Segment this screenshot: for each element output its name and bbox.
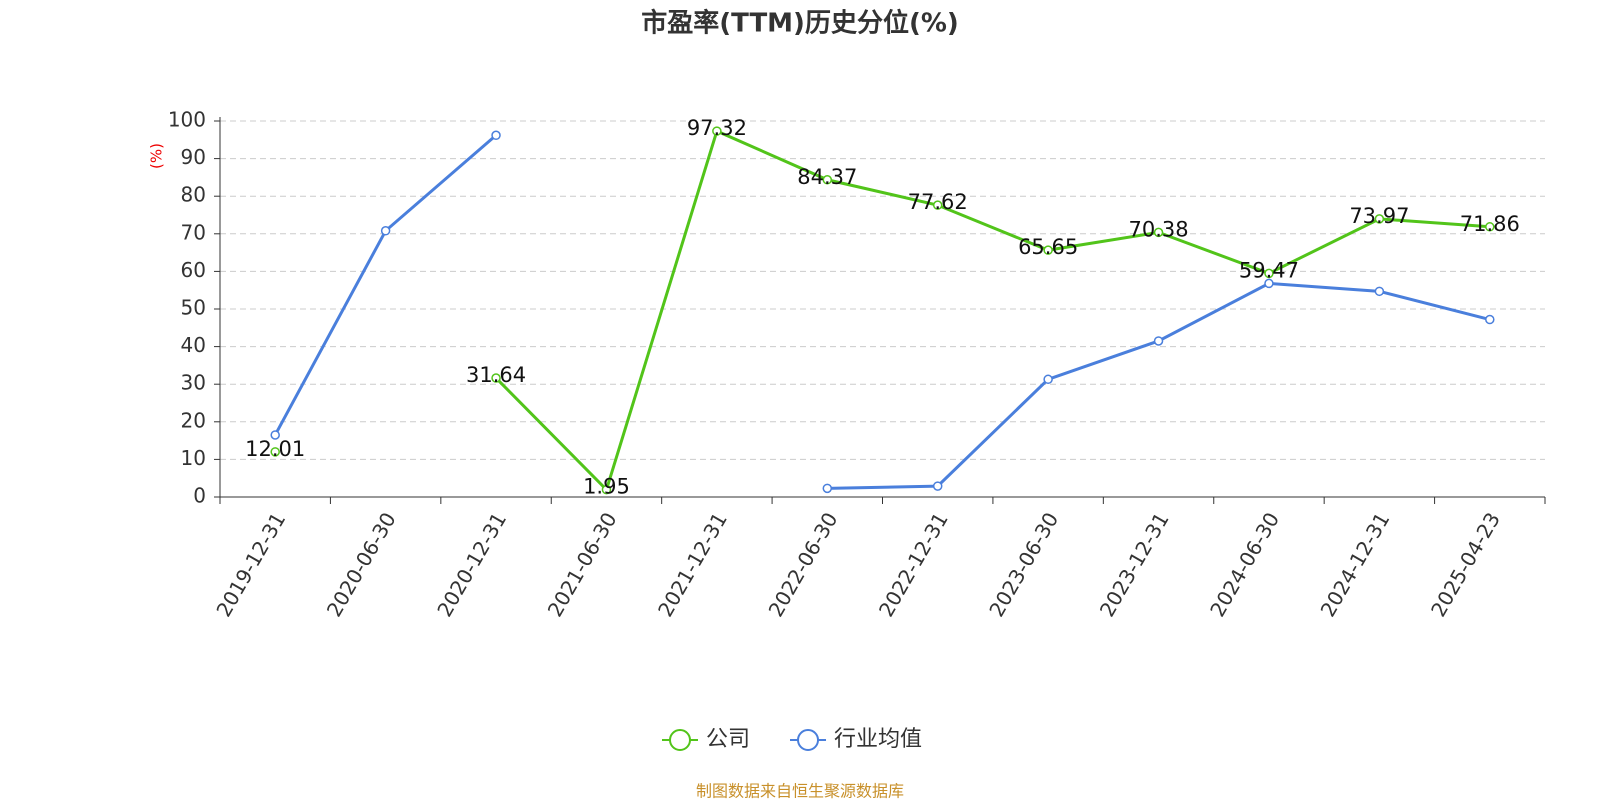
x-tick-label: 2023-12-31 — [1095, 508, 1174, 621]
x-tick-label: 2019-12-31 — [211, 508, 290, 621]
chart-title: 市盈率(TTM)历史分位(%) — [641, 8, 959, 39]
data-point — [822, 175, 833, 185]
legend-label: 行业均值 — [834, 727, 922, 752]
y-tick-label: 60 — [181, 258, 206, 282]
y-tick-label: 20 — [181, 408, 206, 432]
x-tick-label: 2025-04-23 — [1426, 508, 1505, 621]
y-tick-label: 0 — [193, 484, 206, 508]
data-label: 73.97 — [1349, 204, 1409, 228]
y-tick-label: 100 — [168, 108, 206, 132]
data-point — [270, 447, 280, 457]
data-point — [932, 200, 943, 210]
x-tick-label: 2024-12-31 — [1316, 508, 1395, 621]
y-tick-label: 90 — [181, 145, 206, 169]
data-label: 71.86 — [1460, 212, 1520, 236]
data-point — [1043, 374, 1053, 385]
data-point — [1153, 336, 1164, 346]
data-point — [1374, 286, 1385, 297]
y-tick-label: 50 — [181, 296, 206, 320]
x-tick-label: 2020-12-31 — [432, 508, 511, 621]
data-label: 12.01 — [245, 437, 305, 461]
legend-marker — [669, 729, 691, 751]
data-label: 65.65 — [1018, 235, 1078, 259]
data-label: 1.95 — [583, 475, 630, 499]
y-tick-label: 80 — [181, 183, 206, 207]
data-label: 70.38 — [1128, 217, 1188, 241]
x-tick-label: 2021-12-31 — [653, 508, 732, 621]
data-point — [601, 484, 612, 495]
footer: 制图数据来自恒生聚源数据库 — [696, 782, 904, 801]
data-label: 77.62 — [908, 190, 968, 214]
data-point — [1043, 245, 1053, 255]
x-tick-label: 2024-06-30 — [1205, 508, 1284, 621]
y-tick-label: 40 — [181, 333, 206, 357]
y-tick-label: 70 — [181, 220, 206, 244]
data-label: 84.37 — [797, 165, 857, 189]
data-point — [1485, 314, 1495, 325]
data-point — [822, 483, 833, 494]
data-point — [712, 126, 722, 136]
x-tick-label: 2022-12-31 — [874, 508, 953, 621]
x-tick-label: 2020-06-30 — [322, 508, 401, 621]
legend-label: 公司 — [706, 727, 750, 752]
data-point — [932, 481, 943, 491]
y-axis-label: (%) — [148, 143, 166, 169]
data-point — [1264, 278, 1274, 289]
y-tick-label: 10 — [181, 446, 206, 470]
data-label: 31.64 — [466, 363, 526, 387]
y-tick-label: 30 — [181, 371, 206, 395]
data-point — [380, 226, 391, 236]
data-point — [270, 430, 280, 440]
data-point — [1485, 222, 1495, 232]
data-point — [1264, 268, 1274, 279]
x-tick-label: 2021-06-30 — [543, 508, 622, 621]
x-tick-label: 2022-06-30 — [763, 508, 842, 621]
data-label: 97.32 — [687, 116, 747, 140]
series-line — [494, 129, 1490, 493]
series-line — [273, 134, 1491, 490]
data-point — [491, 130, 501, 141]
data-point — [1153, 227, 1164, 238]
legend-marker — [797, 729, 820, 751]
data-point — [1374, 214, 1385, 224]
data-point — [491, 373, 501, 383]
data-label: 59.47 — [1239, 258, 1299, 282]
x-tick-label: 2023-06-30 — [984, 508, 1063, 621]
